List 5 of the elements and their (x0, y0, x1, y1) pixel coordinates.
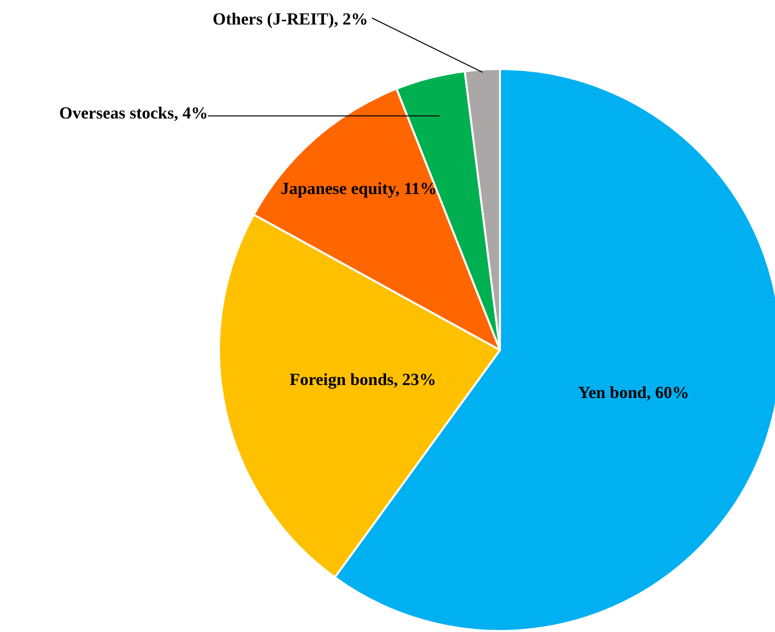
slice-label: Yen bond, 60% (578, 382, 690, 402)
slice-label: Foreign bonds, 23% (290, 370, 436, 390)
slice-label: Others (J-REIT), 2% (212, 9, 368, 28)
slice-label: Japanese equity, 11% (280, 179, 437, 198)
slice-label: Overseas stocks, 4% (59, 103, 208, 122)
